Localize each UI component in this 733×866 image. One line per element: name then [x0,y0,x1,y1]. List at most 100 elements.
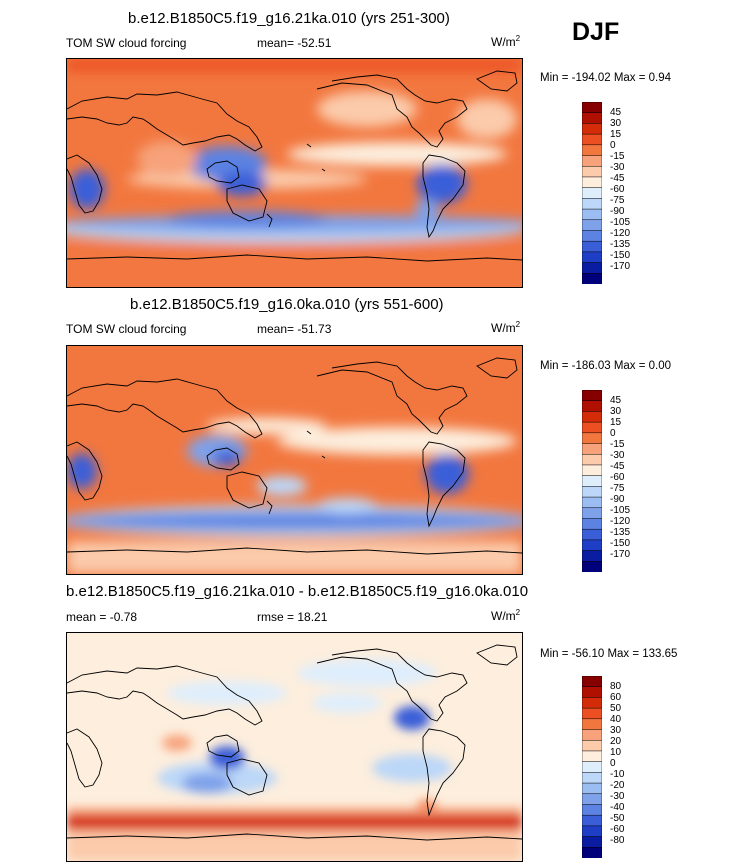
colorbar-swatch [581,101,603,114]
panel1-colorbar-label: -75 [610,195,625,206]
panel2-variable-label: TOM SW cloud forcing [66,322,187,336]
panel3-colorbar-label: -10 [610,769,625,780]
panel1-colorbar-label: -45 [610,173,625,184]
panel2-colorbar-label: -90 [610,494,625,505]
panel1-colorbar [581,101,603,285]
panel1-colorbar-label: -30 [610,162,625,173]
colorbar-swatch [581,240,603,253]
panel1-mean-label: mean= -52.51 [257,36,332,50]
panel3-map-svg [67,633,522,861]
colorbar-swatch [581,496,603,509]
colorbar-swatch [581,219,603,232]
colorbar-swatch [581,123,603,135]
panel3-minmax: Min = -56.10 Max = 133.65 [540,648,678,660]
panel2-colorbar-label: -150 [610,538,631,549]
panel2-colorbar-label: -105 [610,505,631,516]
panel3-colorbar-label: 50 [610,703,622,714]
colorbar-swatch [581,836,603,849]
colorbar-swatch [581,772,603,784]
colorbar-swatch [581,176,603,189]
colorbar-swatch [581,739,603,752]
panel2-colorbar-label: -15 [610,439,625,450]
panel2-colorbar-svg [581,389,603,573]
panel2-colorbar-label: 45 [610,395,622,406]
colorbar-swatch [581,389,603,402]
colorbar-swatch [581,165,603,178]
colorbar-swatch [581,675,603,688]
panel1-units: W/m2 [491,34,521,49]
colorbar-swatch [581,155,603,167]
colorbar-swatch [581,707,603,720]
colorbar-swatch [581,411,603,423]
season-label: DJF [572,18,620,46]
panel3-colorbar-label: 80 [610,681,622,692]
panel2-units: W/m2 [491,320,521,335]
colorbar-swatch [581,761,603,774]
panel3-colorbar-label: -80 [610,835,625,846]
colorbar-swatch [581,561,603,573]
panel2-mean-label: mean= -51.73 [257,322,332,336]
panel1-colorbar-label: -105 [610,217,631,228]
panel2-colorbar-label: -30 [610,450,625,461]
panel3-colorbar-label: 10 [610,747,622,758]
colorbar-swatch [581,718,603,731]
panel1-colorbar-label: -120 [610,228,631,239]
colorbar-swatch [581,486,603,498]
panel1-colorbar-label: 45 [610,107,622,118]
panel3-units: W/m2 [491,608,521,623]
colorbar-swatch [581,686,603,699]
colorbar-swatch [581,518,603,530]
panel2-colorbar-label: -135 [610,527,631,538]
panel3-colorbar-label: 40 [610,714,622,725]
panel3-mean-label: mean = -0.78 [66,610,138,624]
colorbar-swatch [581,112,603,125]
colorbar-swatch [581,464,603,477]
panel3-colorbar-label: -20 [610,780,625,791]
colorbar-swatch [581,453,603,466]
colorbar-swatch [581,804,603,816]
panel2-colorbar [581,389,603,573]
panel3-colorbar-label: 30 [610,725,622,736]
panel1-map [66,58,523,288]
panel1-minmax: Min = -194.02 Max = 0.94 [540,72,672,84]
panel3-colorbar [581,675,603,859]
panel2-colorbar-label: -120 [610,516,631,527]
panel1-colorbar-label: 0 [610,140,616,151]
panel1-map-svg [67,59,522,287]
colorbar-swatch [581,432,603,445]
panel2-map-svg [67,346,522,574]
colorbar-swatch [581,443,603,455]
panel2-colorbar-label: -60 [610,472,625,483]
panel1-colorbar-label: -60 [610,184,625,195]
panel3-rmse-label: rmse = 18.21 [257,610,328,624]
colorbar-swatch [581,697,603,709]
colorbar-swatch [581,262,603,275]
panel3-colorbar-label: -40 [610,802,625,813]
panel2-colorbar-label: 15 [610,417,622,428]
colorbar-swatch [581,133,603,146]
panel1-colorbar-label: 15 [610,129,622,140]
colorbar-swatch [581,230,603,242]
panel3-colorbar-label: -50 [610,813,625,824]
panel2-colorbar-label: -45 [610,461,625,472]
colorbar-swatch [581,729,603,741]
panel1-colorbar-label: -150 [610,250,631,261]
colorbar-swatch [581,421,603,434]
panel1-colorbar-label: 30 [610,118,622,129]
colorbar-swatch [581,539,603,552]
colorbar-swatch [581,273,603,285]
panel1-colorbar-label: -90 [610,206,625,217]
panel1-colorbar-label: -15 [610,151,625,162]
colorbar-swatch [581,782,603,795]
colorbar-swatch [581,793,603,806]
panel3-colorbar-label: -30 [610,791,625,802]
panel2-map [66,345,523,575]
panel3-colorbar-labels: 80 60 50 40 30 20 10 0 -10 -20 -30 -40 -… [610,676,650,858]
panel2-colorbar-labels: 45 30 15 0 -15 -30 -45 -60 -75 -90 -105 … [610,390,650,572]
colorbar-swatch [581,475,603,488]
panel1-colorbar-label: -170 [610,261,631,272]
colorbar-swatch [581,750,603,763]
panel2-title: b.e12.B1850C5.f19_g16.0ka.010 (yrs 551-6… [130,296,444,313]
colorbar-swatch [581,400,603,413]
colorbar-swatch [581,208,603,221]
